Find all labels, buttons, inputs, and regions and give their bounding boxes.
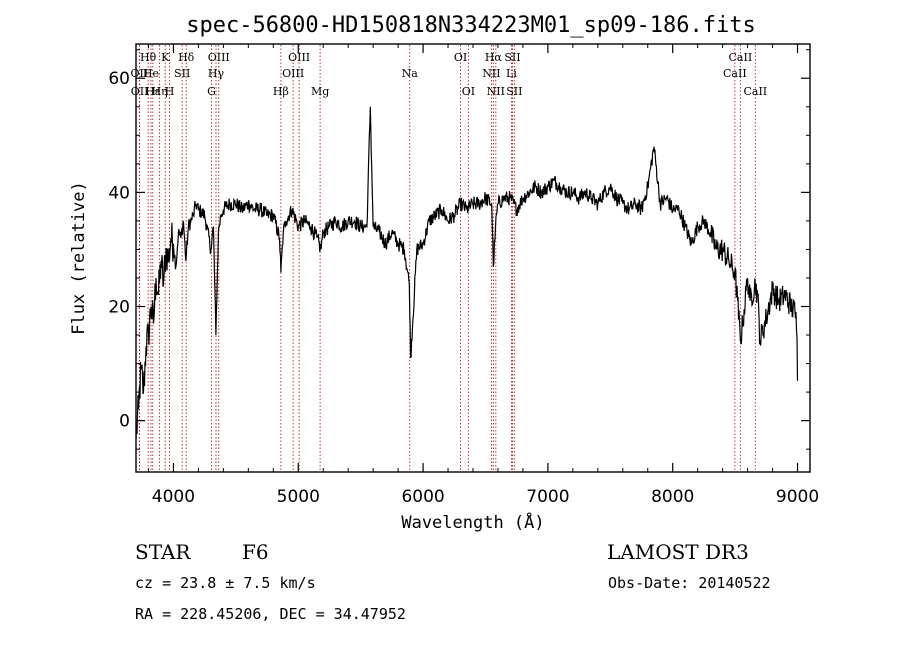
- plot-area: 4000 5000 6000 7000 8000 9000 0 20 40 60 Hθ OII OI…: [108, 43, 819, 507]
- observation-date: Obs-Date: 20140522: [608, 574, 771, 592]
- x-axis-ticks: 4000 5000 6000 7000 8000 9000: [147, 44, 819, 507]
- line-label-24: Li: [506, 67, 517, 80]
- line-label-15: OIII: [282, 67, 304, 80]
- spectral-line-markers: [138, 45, 756, 471]
- y-tick-label-3: 60: [108, 69, 130, 89]
- line-label-5: He: [143, 67, 159, 80]
- y-axis-ticks: 0 20 40 60: [108, 49, 810, 450]
- object-subclass: F6: [242, 540, 269, 564]
- line-label-12: G: [207, 85, 216, 98]
- x-axis-label: Wavelength (Å): [401, 511, 544, 533]
- line-label-1: OII: [131, 67, 149, 80]
- line-label-21: NII: [482, 67, 500, 80]
- y-tick-label-2: 40: [108, 183, 130, 203]
- y-tick-label-0: 0: [119, 412, 130, 432]
- line-label-26: CaII: [729, 51, 753, 64]
- x-tick-label-2: 6000: [401, 487, 444, 507]
- line-label-17: Na: [402, 67, 419, 80]
- redshift-velocity: cz = 23.8 ± 7.5 km/s: [135, 574, 316, 592]
- line-label-0: Hθ: [140, 51, 157, 64]
- line-label-6: K: [161, 51, 170, 64]
- line-label-11: Hγ: [208, 67, 225, 80]
- line-label-13: Hβ: [273, 85, 289, 98]
- line-label-9: Hδ: [178, 51, 195, 64]
- line-label-16: Mg: [311, 85, 329, 98]
- line-label-8: SII: [174, 67, 190, 80]
- sky-coordinates: RA = 228.45206, DEC = 34.47952: [135, 605, 406, 623]
- survey-name: LAMOST DR3: [607, 540, 749, 564]
- line-label-19: OI: [462, 85, 475, 98]
- x-tick-label-5: 9000: [776, 487, 819, 507]
- line-label-14: OIII: [288, 51, 310, 64]
- spectrum-line: [135, 106, 799, 438]
- line-label-7: H: [165, 85, 175, 98]
- chart-title: spec-56800-HD150818N334223M01_sp09-186.f…: [186, 13, 756, 38]
- line-label-25: SII: [506, 85, 522, 98]
- line-label-10: OIII: [208, 51, 230, 64]
- y-axis-label: Flux (relative): [69, 181, 89, 335]
- line-label-23: SII: [504, 51, 520, 64]
- x-tick-label-3: 7000: [526, 487, 569, 507]
- x-tick-label-0: 4000: [152, 487, 195, 507]
- line-label-3: Hε: [145, 85, 161, 98]
- x-tick-label-4: 8000: [651, 487, 694, 507]
- line-label-4: Hη: [151, 85, 167, 98]
- plot-frame: [135, 43, 811, 473]
- y-tick-label-1: 20: [108, 298, 130, 318]
- line-label-2: OII: [131, 85, 149, 98]
- line-label-28: CaII: [743, 85, 767, 98]
- line-label-20: Hα: [485, 51, 503, 64]
- line-label-18: OI: [454, 51, 467, 64]
- object-class: STAR: [135, 540, 191, 564]
- line-label-22: NII: [487, 85, 505, 98]
- line-label-27: CaII: [723, 67, 747, 80]
- x-tick-label-1: 5000: [277, 487, 320, 507]
